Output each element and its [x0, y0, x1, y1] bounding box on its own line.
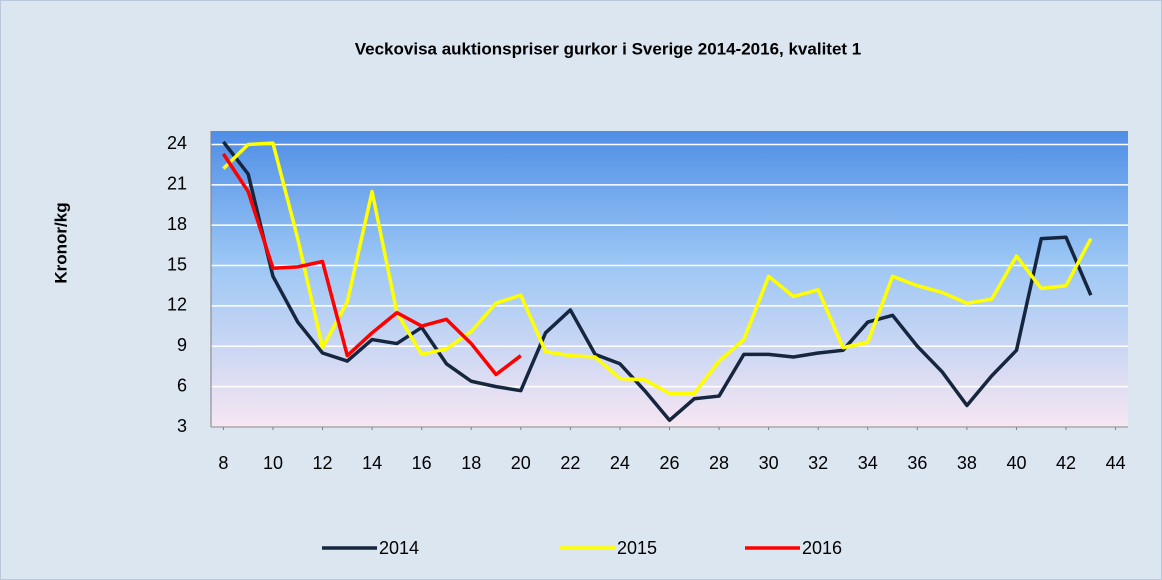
x-tick-label: 42: [1056, 453, 1076, 473]
y-tick-label: 24: [167, 133, 187, 153]
y-tick-label: 6: [177, 375, 187, 395]
x-tick-label: 28: [709, 453, 729, 473]
y-tick-label: 12: [167, 295, 187, 315]
y-tick-label: 18: [167, 214, 187, 234]
x-tick-label: 22: [560, 453, 580, 473]
series-line: [222, 141, 1093, 396]
legend-label: 2015: [617, 538, 657, 558]
x-tick-label: 40: [1006, 453, 1026, 473]
y-axis-label: Kronor/kg: [51, 202, 70, 283]
x-tick-label: 18: [461, 453, 481, 473]
x-tick-label: 36: [907, 453, 927, 473]
x-tick-label: 38: [957, 453, 977, 473]
x-tick-label: 12: [313, 453, 333, 473]
series-line: [222, 140, 1093, 423]
x-tick-label: 26: [659, 453, 679, 473]
y-tick-label: 15: [167, 254, 187, 274]
chart-title: Veckovisa auktionspriser gurkor i Sverig…: [355, 39, 862, 58]
x-tick-label: 34: [858, 453, 878, 473]
x-tick-label: 10: [263, 453, 283, 473]
legend-label: 2016: [802, 538, 842, 558]
x-tick-label: 24: [610, 453, 630, 473]
y-tick-label: 21: [167, 174, 187, 194]
x-tick-label: 14: [362, 453, 382, 473]
y-tick-label: 9: [177, 335, 187, 355]
x-tick-label: 8: [218, 453, 228, 473]
x-tick-label: 44: [1106, 453, 1126, 473]
x-tick-label: 16: [412, 453, 432, 473]
x-tick-label: 32: [808, 453, 828, 473]
plot-area: [211, 131, 1128, 427]
x-tick-label: 30: [759, 453, 779, 473]
x-tick-label: 20: [511, 453, 531, 473]
y-tick-label: 3: [177, 416, 187, 436]
legend-label: 2014: [379, 538, 419, 558]
series-line: [221, 152, 522, 377]
